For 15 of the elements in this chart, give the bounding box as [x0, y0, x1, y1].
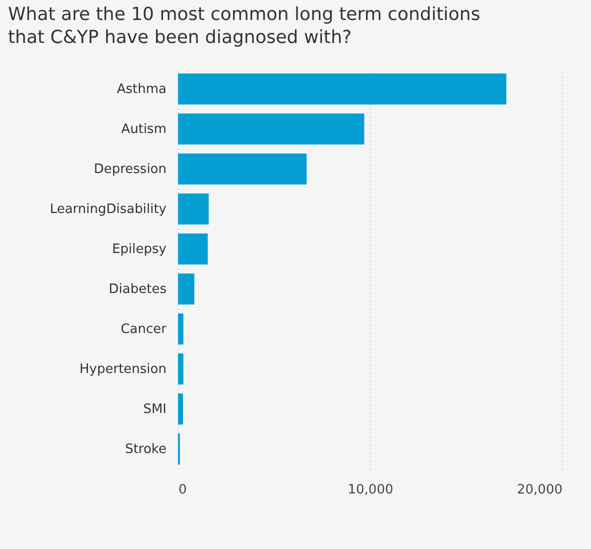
y-tick-label: Cancer	[120, 322, 168, 337]
y-tick-label: Autism	[121, 122, 166, 137]
y-tick-label: Stroke	[125, 442, 166, 457]
y-tick-label: Asthma	[116, 82, 166, 97]
x-tick-label: 0	[178, 482, 187, 498]
y-tick-label: LearningDisability	[50, 202, 167, 217]
y-tick-label: Diabetes	[108, 282, 167, 297]
y-tick-label: Epilepsy	[112, 242, 167, 257]
x-tick-label: 10,000	[348, 482, 394, 498]
text: that C&YP have been diagnosed with?	[8, 27, 352, 48]
text: What are the 10 most common long term conditions	[8, 4, 480, 25]
y-tick-label: Hypertension	[80, 362, 166, 377]
y-tick-label: SMI	[143, 402, 166, 417]
y-tick-label: Depression	[94, 162, 166, 177]
x-tick-label: 20,000	[517, 482, 562, 498]
